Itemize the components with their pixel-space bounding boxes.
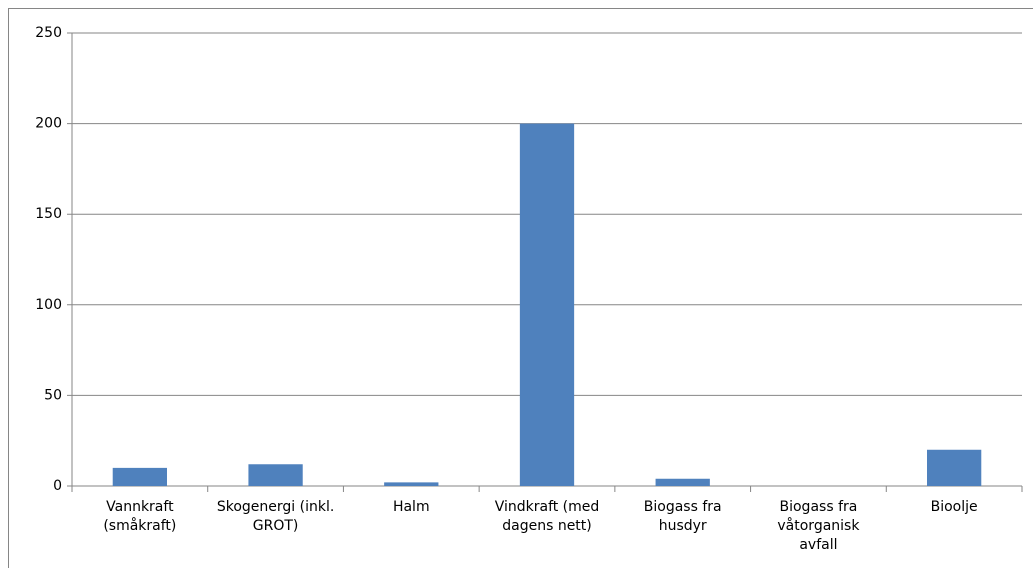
x-tick-label: Biogass fra husdyr bbox=[643, 499, 722, 534]
y-tick-label: 250 bbox=[35, 25, 62, 41]
y-tick-label: 100 bbox=[35, 297, 62, 313]
bar bbox=[248, 464, 303, 486]
y-tick-label: 50 bbox=[44, 387, 62, 403]
bar bbox=[927, 449, 982, 486]
x-tick-label: Biogass fra våtorganisk avfall bbox=[777, 499, 860, 553]
bar bbox=[384, 482, 439, 486]
bar bbox=[519, 123, 575, 486]
y-tick-label: 150 bbox=[35, 206, 62, 222]
x-tick-label: Vindkraft (med dagens nett) bbox=[494, 499, 600, 534]
x-tick-label: Bioolje bbox=[930, 499, 978, 515]
x-tick-label: Vannkraft (småkraft) bbox=[103, 499, 177, 534]
y-tick-label: 0 bbox=[53, 478, 62, 494]
x-tick-label: Halm bbox=[392, 499, 430, 515]
y-tick-label: 200 bbox=[35, 116, 62, 132]
bar bbox=[655, 478, 710, 486]
bar bbox=[112, 467, 167, 486]
chart-frame bbox=[8, 8, 1033, 568]
x-tick-label: Skogenergi (inkl. GROT) bbox=[216, 499, 335, 534]
